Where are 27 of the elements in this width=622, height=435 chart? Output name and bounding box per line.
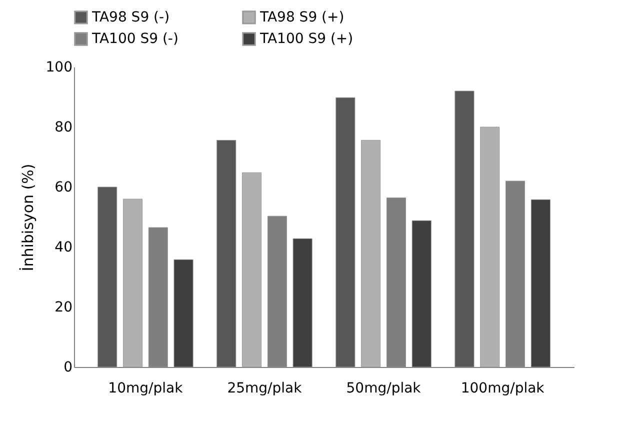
y-axis-title: İnhibisyon (%) — [18, 164, 37, 272]
legend-label: TA100 S9 (+) — [259, 31, 354, 47]
y-tick-label: 100 — [46, 60, 72, 76]
bar — [242, 172, 262, 368]
bar — [454, 90, 474, 368]
y-tick-label: 60 — [54, 180, 72, 196]
bar — [412, 220, 432, 368]
bar — [292, 238, 312, 368]
y-tick-label: 40 — [54, 240, 72, 256]
legend-label: TA98 S9 (+) — [259, 9, 344, 26]
x-tick-label: 50mg/plak — [346, 380, 422, 396]
bar — [361, 140, 381, 368]
x-tick-label: 10mg/plak — [108, 380, 184, 396]
bar — [98, 186, 118, 368]
y-tick-label: 20 — [54, 300, 72, 316]
bar — [336, 97, 356, 368]
x-tick-label: 100mg/plak — [460, 380, 546, 396]
y-tick-label: 0 — [64, 360, 72, 376]
bar — [174, 259, 194, 368]
bar — [216, 140, 236, 368]
x-tick-label: 25mg/plak — [227, 380, 303, 396]
bar — [480, 126, 500, 368]
y-tick-label: 80 — [54, 120, 72, 136]
legend-label: TA100 S9 (-) — [91, 31, 178, 47]
legend-label: TA98 S9 (-) — [91, 9, 170, 26]
bar — [122, 198, 143, 368]
bar — [530, 199, 550, 368]
